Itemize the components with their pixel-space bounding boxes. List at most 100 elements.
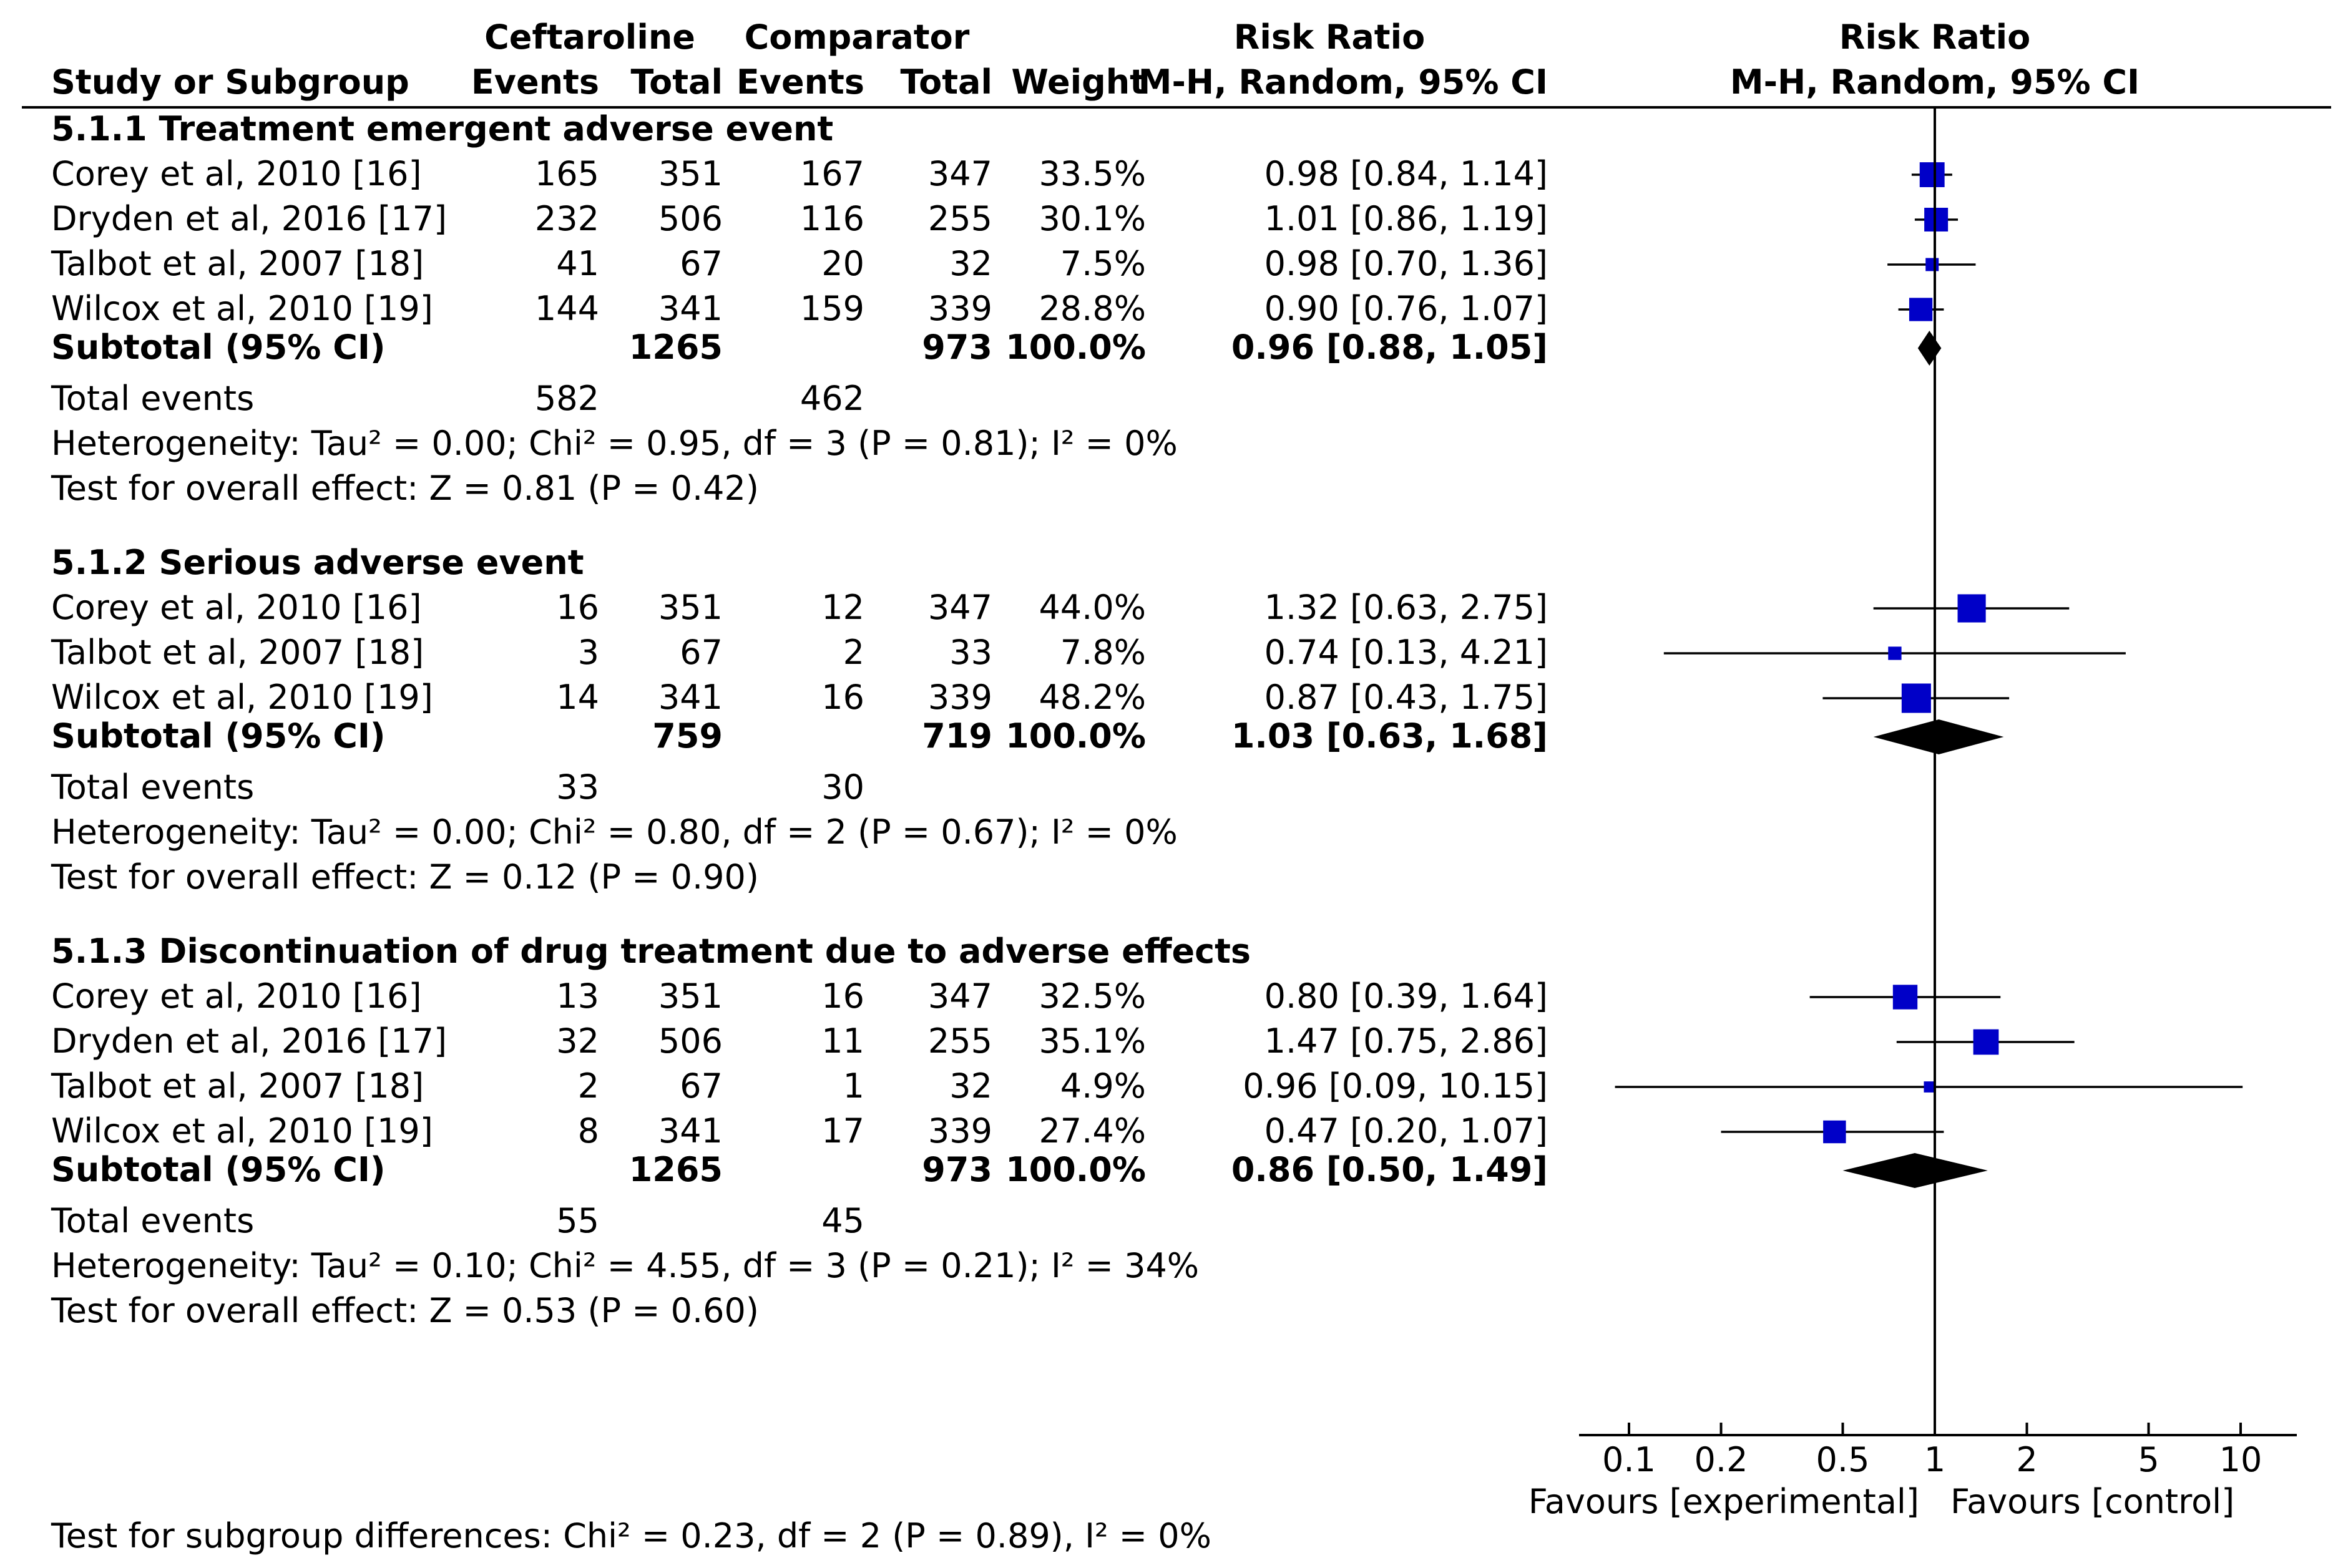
x-tick-label: 5 bbox=[2138, 1440, 2159, 1479]
x-tick-label: 0.5 bbox=[1816, 1440, 1870, 1479]
subtotal-weight: 100.0% bbox=[1005, 1150, 1146, 1189]
subtotal-label: Subtotal (95% CI) bbox=[51, 716, 386, 756]
pooled-estimate-diamond bbox=[1842, 1153, 1988, 1188]
events1-cell: 16 bbox=[556, 588, 599, 627]
total2-cell: 255 bbox=[928, 1021, 992, 1061]
total2-cell: 32 bbox=[949, 244, 992, 283]
risk-ratio-ci-cell: 0.87 [0.43, 1.75] bbox=[1264, 678, 1548, 717]
subtotal-ci: 1.03 [0.63, 1.68] bbox=[1231, 716, 1548, 756]
events1-cell: 165 bbox=[535, 154, 599, 193]
risk-ratio-ci-cell: 1.47 [0.75, 2.86] bbox=[1264, 1021, 1548, 1061]
weight-cell: 33.5% bbox=[1039, 154, 1146, 193]
events2-cell: 2 bbox=[843, 633, 864, 672]
events1-cell: 232 bbox=[535, 199, 599, 238]
subtotal-total2: 973 bbox=[922, 1150, 992, 1189]
rr-method-header: M-H, Random, 95% CI bbox=[1138, 62, 1548, 102]
events1-cell: 41 bbox=[556, 244, 599, 283]
study-name: Wilcox et al, 2010 [19] bbox=[51, 289, 433, 328]
total1-cell: 506 bbox=[658, 199, 723, 238]
group2-header: Comparator bbox=[745, 17, 970, 57]
total-events1: 582 bbox=[535, 379, 599, 418]
pooled-estimate-diamond bbox=[1917, 331, 1942, 366]
subgroup-title: 5.1.1 Treatment emergent adverse event bbox=[51, 109, 833, 149]
total2-cell: 347 bbox=[928, 976, 992, 1016]
point-estimate-square bbox=[1973, 1029, 1999, 1055]
x-tick-label: 0.2 bbox=[1695, 1440, 1748, 1479]
weight-cell: 28.8% bbox=[1039, 289, 1146, 328]
table-body: 5.1.1 Treatment emergent adverse event Co… bbox=[51, 109, 1548, 1330]
x-tick-label: 0.1 bbox=[1602, 1440, 1656, 1479]
point-estimate-square bbox=[1957, 594, 1986, 623]
risk-ratio-ci-cell: 0.80 [0.39, 1.64] bbox=[1264, 976, 1548, 1016]
plot-method-header: M-H, Random, 95% CI bbox=[1730, 62, 2140, 102]
total1-cell: 67 bbox=[680, 1066, 723, 1106]
study-name: Corey et al, 2010 [16] bbox=[51, 588, 422, 627]
weight-cell: 32.5% bbox=[1039, 976, 1146, 1016]
subgroup-title: 5.1.3 Discontinuation of drug treatment … bbox=[51, 932, 1251, 971]
events1-cell: 8 bbox=[578, 1111, 599, 1151]
subgroup-title: 5.1.2 Serious adverse event bbox=[51, 543, 584, 582]
risk-ratio-ci-cell: 0.90 [0.76, 1.07] bbox=[1264, 289, 1548, 328]
study-name: Talbot et al, 2007 [18] bbox=[51, 633, 424, 672]
events2-cell: 12 bbox=[821, 588, 864, 627]
risk-ratio-ci-cell: 0.74 [0.13, 4.21] bbox=[1264, 633, 1548, 672]
total2-cell: 347 bbox=[928, 154, 992, 193]
study-name: Wilcox et al, 2010 [19] bbox=[51, 1111, 433, 1151]
study-name: Dryden et al, 2016 [17] bbox=[51, 199, 447, 238]
total-events-label: Total events bbox=[51, 767, 254, 807]
study-name: Corey et al, 2010 [16] bbox=[51, 976, 422, 1016]
forest-marks bbox=[1615, 162, 2243, 1188]
events1-cell: 144 bbox=[535, 289, 599, 328]
total1-cell: 341 bbox=[658, 1111, 723, 1151]
overall-effect-text: Test for overall effect: Z = 0.12 (P = 0… bbox=[51, 857, 759, 897]
plot-title-header: Risk Ratio bbox=[1839, 17, 2030, 57]
table-header: Ceftaroline Comparator Risk Ratio Risk R… bbox=[22, 17, 2331, 109]
group1-header: Ceftaroline bbox=[484, 17, 695, 57]
point-estimate-square bbox=[1925, 258, 1939, 271]
total1-cell: 351 bbox=[658, 154, 723, 193]
total1-cell: 67 bbox=[680, 244, 723, 283]
weight-cell: 4.9% bbox=[1060, 1066, 1146, 1106]
rr-title-header: Risk Ratio bbox=[1234, 17, 1425, 57]
events2-cell: 159 bbox=[800, 289, 864, 328]
total1-cell: 341 bbox=[658, 678, 723, 717]
risk-ratio-ci-cell: 0.98 [0.70, 1.36] bbox=[1264, 244, 1548, 283]
total1-cell: 67 bbox=[680, 633, 723, 672]
x-tick-label: 10 bbox=[2219, 1440, 2262, 1479]
subtotal-ci: 0.96 [0.88, 1.05] bbox=[1231, 328, 1548, 367]
subtotal-total2: 719 bbox=[922, 716, 992, 756]
favours-left-label: Favours [experimental] bbox=[1529, 1482, 1919, 1521]
events2-cell: 167 bbox=[800, 154, 864, 193]
subtotal-total2: 973 bbox=[922, 328, 992, 367]
total-events2: 45 bbox=[821, 1201, 864, 1240]
weight-cell: 7.5% bbox=[1060, 244, 1146, 283]
total1-cell: 351 bbox=[658, 588, 723, 627]
point-estimate-square bbox=[1823, 1120, 1846, 1144]
events2-cell: 1 bbox=[843, 1066, 864, 1106]
events2-header: Events bbox=[736, 62, 864, 102]
risk-ratio-ci-cell: 1.32 [0.63, 2.75] bbox=[1264, 588, 1548, 627]
total-events1: 55 bbox=[556, 1201, 599, 1240]
study-name: Talbot et al, 2007 [18] bbox=[51, 1066, 424, 1106]
weight-cell: 35.1% bbox=[1039, 1021, 1146, 1061]
weight-cell: 7.8% bbox=[1060, 633, 1146, 672]
point-estimate-square bbox=[1924, 1081, 1935, 1093]
risk-ratio-ci-cell: 0.47 [0.20, 1.07] bbox=[1264, 1111, 1548, 1151]
weight-cell: 27.4% bbox=[1039, 1111, 1146, 1151]
pooled-estimate-diamond bbox=[1873, 719, 2004, 754]
weight-cell: 44.0% bbox=[1039, 588, 1146, 627]
study-name: Dryden et al, 2016 [17] bbox=[51, 1021, 447, 1061]
subtotal-weight: 100.0% bbox=[1005, 716, 1146, 756]
study-name: Corey et al, 2010 [16] bbox=[51, 154, 422, 193]
x-tick-label: 2 bbox=[2016, 1440, 2037, 1479]
subgroup-differences-text: Test for subgroup differences: Chi² = 0.… bbox=[51, 1516, 1211, 1556]
subtotal-total1: 1265 bbox=[629, 328, 723, 367]
point-estimate-square bbox=[1909, 298, 1933, 321]
subtotal-label: Subtotal (95% CI) bbox=[51, 328, 386, 367]
overall-effect-text: Test for overall effect: Z = 0.53 (P = 0… bbox=[51, 1291, 759, 1330]
subtotal-total1: 1265 bbox=[629, 1150, 723, 1189]
total-events-label: Total events bbox=[51, 1201, 254, 1240]
events2-cell: 16 bbox=[821, 678, 864, 717]
point-estimate-square bbox=[1901, 683, 1931, 713]
total2-cell: 33 bbox=[949, 633, 992, 672]
